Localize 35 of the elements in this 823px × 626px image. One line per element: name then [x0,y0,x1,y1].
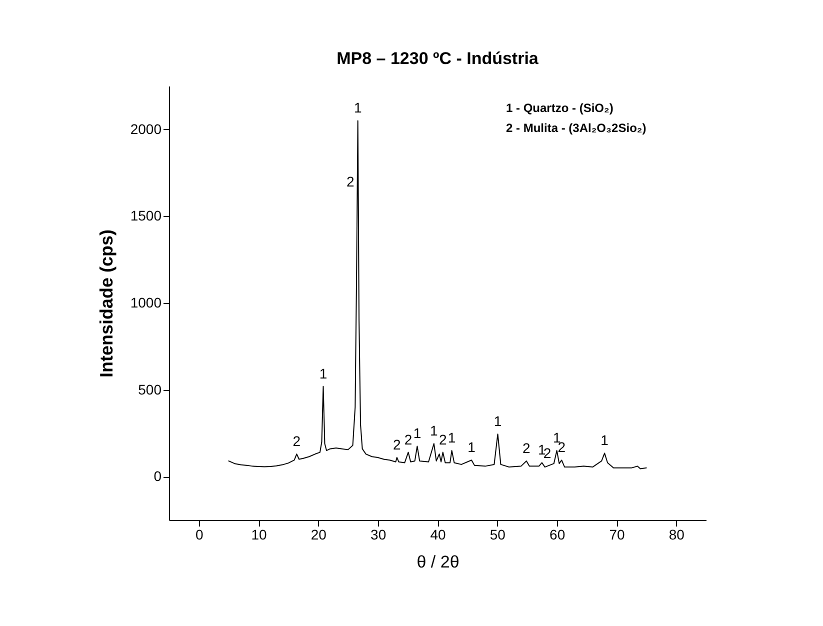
y-axis-title: Intensidade (cps) [96,229,116,378]
annotation: 2 - Mulita - (3Al₂O₃2Sio₂) [506,121,646,135]
x-tick-label: 70 [609,526,625,542]
y-tick-label: 500 [138,381,162,398]
annotation: 2 [438,431,447,448]
y-tick-label: 2000 [130,120,162,137]
annotation: 2 [292,433,301,450]
x-tick-label: 30 [370,526,386,542]
annotation: 1 [319,365,328,382]
x-tick-label: 10 [251,526,267,542]
annotation: 1 - Quartzo - (SiO₂) [506,101,614,115]
annotation: 1 [430,422,438,439]
x-tick-label: 60 [550,526,566,542]
annotation: 1 [600,432,609,448]
x-tick-label: 40 [430,526,446,542]
annotation: 2 [393,436,402,453]
annotation: 1 [354,100,362,116]
x-tick-label: 0 [195,526,204,542]
y-tick-label: 1000 [130,294,162,310]
annotation: 2 [404,431,412,448]
annotation: 1 [413,425,422,442]
annotation: 2 [543,445,552,462]
y-tick-label: 1500 [130,208,162,224]
x-tick-label: 50 [490,526,506,542]
annotation: 2 [522,440,531,456]
x-tick-label: 80 [668,526,685,542]
x-axis-title: θ / 2θ [416,552,460,572]
annotation: 1 [448,430,456,446]
line-series [228,120,647,470]
y-tick-label: 0 [154,468,162,484]
annotation: 1 [494,413,502,430]
x-tick-label: 20 [310,526,327,542]
annotation: 2 [346,174,354,190]
annotation: 1 [468,439,476,456]
chart-title: MP8 – 1230 ºC - Indústria [336,49,539,68]
